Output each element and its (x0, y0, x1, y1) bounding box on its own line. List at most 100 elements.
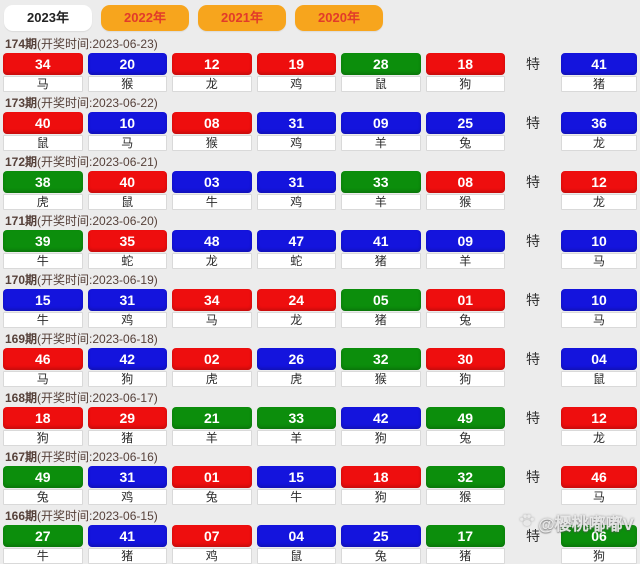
zodiac-label: 鸡 (87, 489, 167, 505)
number-ball: 28 (341, 53, 421, 75)
zodiac-label: 鼠 (256, 548, 336, 564)
special-ball: 12 (561, 407, 637, 429)
year-tabbar: 2023年 2022年 2021年 2020年 (0, 0, 640, 37)
special-marker-spacer (510, 430, 556, 446)
zodiac-label: 鸡 (256, 76, 336, 92)
number-ball: 29 (87, 407, 167, 429)
zodiac-label: 鼠 (341, 76, 421, 92)
zodiac-label: 鼠 (3, 135, 83, 151)
draw-header: 168期(开奖时间:2023-06-17) (3, 392, 637, 405)
draw-time: (开奖时间:2023-06-22) (37, 96, 158, 110)
tab-2023[interactable]: 2023年 (4, 5, 92, 31)
number-ball: 34 (3, 53, 83, 75)
number-ball: 47 (256, 230, 336, 252)
draw-period: 166期 (5, 509, 38, 523)
zodiac-label: 马 (3, 76, 83, 92)
main-zodiacs: 马狗虎虎猴狗 (3, 371, 505, 387)
zodiac-label: 兔 (425, 430, 505, 446)
draw-row: 173期(开奖时间:2023-06-22) 40 10 08 31 09 25 特 36 … (3, 97, 637, 151)
special-zodiac: 龙 (561, 194, 637, 210)
number-ball: 33 (256, 407, 336, 429)
special-ball: 46 (561, 466, 637, 488)
main-zodiacs: 牛鸡马龙猪兔 (3, 312, 505, 328)
special-zodiac: 马 (561, 253, 637, 269)
zodiac-label: 鸡 (87, 312, 167, 328)
tab-2021[interactable]: 2021年 (198, 5, 286, 31)
special-ball: 41 (561, 53, 637, 75)
zodiac-line: 牛蛇龙蛇猪羊 马 (3, 253, 637, 269)
number-ball: 25 (341, 525, 421, 547)
zodiac-label: 羊 (425, 253, 505, 269)
zodiac-label: 猪 (87, 430, 167, 446)
number-ball: 08 (172, 112, 252, 134)
draw-period: 170期 (5, 273, 38, 287)
main-zodiacs: 鼠马猴鸡羊兔 (3, 135, 505, 151)
draw-header: 172期(开奖时间:2023-06-21) (3, 156, 637, 169)
draw-period: 173期 (5, 96, 38, 110)
balls-line: 38 40 03 31 33 08 特 12 (3, 171, 637, 193)
number-ball: 24 (256, 289, 336, 311)
special-ball: 12 (561, 171, 637, 193)
number-ball: 31 (256, 171, 336, 193)
zodiac-label: 狗 (425, 76, 505, 92)
tab-2022[interactable]: 2022年 (101, 5, 189, 31)
number-ball: 10 (87, 112, 167, 134)
number-ball: 41 (341, 230, 421, 252)
special-ball: 04 (561, 348, 637, 370)
draw-time: (开奖时间:2023-06-21) (37, 155, 158, 169)
tab-2020[interactable]: 2020年 (295, 5, 383, 31)
special-ball: 06 (561, 525, 637, 547)
number-ball: 31 (87, 289, 167, 311)
zodiac-label: 狗 (425, 371, 505, 387)
draw-row: 169期(开奖时间:2023-06-18) 46 42 02 26 32 30 特 04 … (3, 333, 637, 387)
special-marker-spacer (510, 312, 556, 328)
number-ball: 07 (172, 525, 252, 547)
zodiac-label: 羊 (341, 194, 421, 210)
special-zodiac: 狗 (561, 548, 637, 564)
number-ball: 01 (172, 466, 252, 488)
number-ball: 17 (425, 525, 505, 547)
zodiac-label: 蛇 (256, 253, 336, 269)
number-ball: 34 (172, 289, 252, 311)
balls-line: 40 10 08 31 09 25 特 36 (3, 112, 637, 134)
number-ball: 40 (87, 171, 167, 193)
number-ball: 20 (87, 53, 167, 75)
number-ball: 42 (87, 348, 167, 370)
zodiac-label: 狗 (87, 371, 167, 387)
zodiac-label: 猴 (425, 194, 505, 210)
main-balls: 40 10 08 31 09 25 (3, 112, 505, 134)
zodiac-label: 牛 (3, 548, 83, 564)
zodiac-label: 马 (3, 371, 83, 387)
special-zodiac: 马 (561, 489, 637, 505)
zodiac-label: 猪 (87, 548, 167, 564)
draw-header: 173期(开奖时间:2023-06-22) (3, 97, 637, 110)
main-zodiacs: 狗猪羊羊狗兔 (3, 430, 505, 446)
number-ball: 09 (341, 112, 421, 134)
zodiac-label: 兔 (425, 312, 505, 328)
number-ball: 40 (3, 112, 83, 134)
zodiac-label: 虎 (172, 371, 252, 387)
main-zodiacs: 牛蛇龙蛇猪羊 (3, 253, 505, 269)
special-zodiac: 猪 (561, 76, 637, 92)
balls-line: 18 29 21 33 42 49 特 12 (3, 407, 637, 429)
number-ball: 08 (425, 171, 505, 193)
number-ball: 09 (425, 230, 505, 252)
special-zodiac: 龙 (561, 430, 637, 446)
zodiac-label: 鸡 (256, 135, 336, 151)
balls-line: 15 31 34 24 05 01 特 10 (3, 289, 637, 311)
zodiac-label: 牛 (172, 194, 252, 210)
draw-header: 166期(开奖时间:2023-06-15) (3, 510, 637, 523)
draw-time: (开奖时间:2023-06-16) (37, 450, 158, 464)
main-zodiacs: 虎鼠牛鸡羊猴 (3, 194, 505, 210)
number-ball: 03 (172, 171, 252, 193)
zodiac-label: 羊 (256, 430, 336, 446)
zodiac-label: 牛 (3, 312, 83, 328)
zodiac-label: 猴 (425, 489, 505, 505)
special-marker: 特 (526, 56, 540, 72)
special-marker: 特 (526, 410, 540, 426)
zodiac-label: 羊 (341, 135, 421, 151)
draw-row: 171期(开奖时间:2023-06-20) 39 35 48 47 41 09 特 10 … (3, 215, 637, 269)
zodiac-line: 狗猪羊羊狗兔 龙 (3, 430, 637, 446)
draw-row: 172期(开奖时间:2023-06-21) 38 40 03 31 33 08 特 12 … (3, 156, 637, 210)
draw-row: 167期(开奖时间:2023-06-16) 49 31 01 15 18 32 特 46 … (3, 451, 637, 505)
